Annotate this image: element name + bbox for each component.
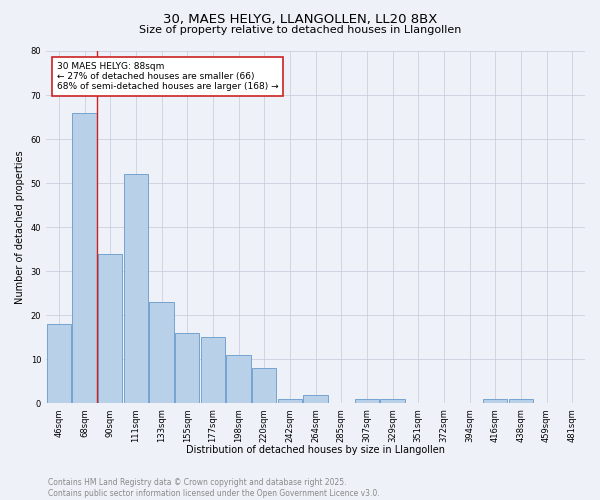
Bar — [175, 333, 199, 404]
Text: 30 MAES HELYG: 88sqm
← 27% of detached houses are smaller (66)
68% of semi-detac: 30 MAES HELYG: 88sqm ← 27% of detached h… — [57, 62, 278, 92]
Text: Contains HM Land Registry data © Crown copyright and database right 2025.
Contai: Contains HM Land Registry data © Crown c… — [48, 478, 380, 498]
X-axis label: Distribution of detached houses by size in Llangollen: Distribution of detached houses by size … — [186, 445, 445, 455]
Text: 30, MAES HELYG, LLANGOLLEN, LL20 8BX: 30, MAES HELYG, LLANGOLLEN, LL20 8BX — [163, 12, 437, 26]
Bar — [149, 302, 174, 404]
Bar — [98, 254, 122, 404]
Y-axis label: Number of detached properties: Number of detached properties — [15, 150, 25, 304]
Bar — [47, 324, 71, 404]
Bar — [252, 368, 277, 404]
Bar — [304, 394, 328, 404]
Bar — [278, 399, 302, 404]
Text: Size of property relative to detached houses in Llangollen: Size of property relative to detached ho… — [139, 25, 461, 35]
Bar — [226, 355, 251, 404]
Bar — [73, 112, 97, 404]
Bar — [483, 399, 508, 404]
Bar — [509, 399, 533, 404]
Bar — [380, 399, 405, 404]
Bar — [124, 174, 148, 404]
Bar — [200, 338, 225, 404]
Bar — [355, 399, 379, 404]
